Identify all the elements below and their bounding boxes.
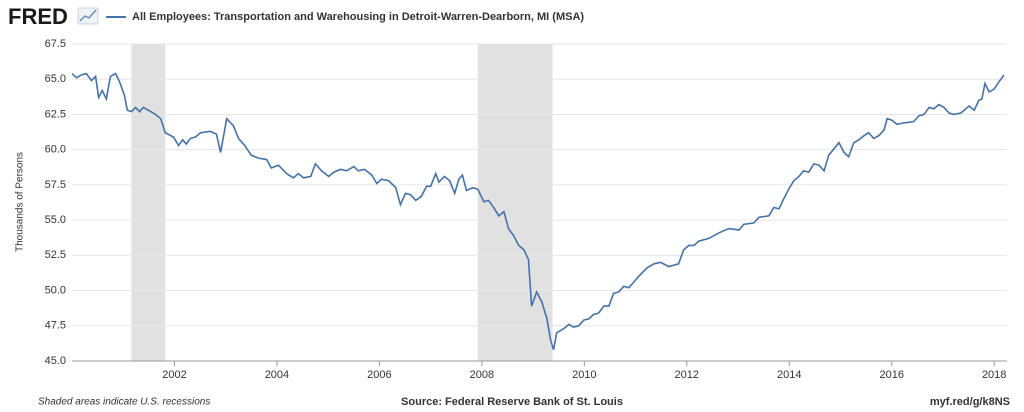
footer-note: Shaded areas indicate U.S. recessions — [38, 397, 210, 408]
recession-band — [477, 44, 553, 361]
series-line — [71, 72, 1005, 350]
logo: FRED — [8, 4, 68, 29]
x-tick-label: 2010 — [572, 369, 596, 381]
y-tick-label: 45.0 — [45, 355, 66, 367]
y-tick-label: 55.0 — [45, 214, 66, 226]
y-tick-label: 65.0 — [45, 73, 66, 85]
x-tick-label: 2016 — [879, 369, 903, 381]
x-tick-label: 2002 — [162, 369, 186, 381]
y-tick-label: 57.5 — [45, 179, 66, 191]
y-tick-label: 67.5 — [45, 38, 66, 50]
y-tick-label: 62.5 — [45, 108, 66, 120]
footer-link: myf.red/g/k8NS — [930, 396, 1010, 408]
x-tick-label: 2006 — [367, 369, 391, 381]
footer-source: Source: Federal Reserve Bank of St. Loui… — [401, 396, 623, 408]
recession-band — [131, 44, 166, 361]
x-tick-label: 2018 — [982, 369, 1006, 381]
y-tick-label: 50.0 — [45, 284, 66, 296]
y-tick-label: 52.5 — [45, 249, 66, 261]
logo-icon — [77, 7, 99, 25]
y-axis-label: Thousands of Persons — [15, 152, 26, 252]
x-tick-label: 2008 — [470, 369, 494, 381]
x-tick-label: 2012 — [675, 369, 699, 381]
x-tick-label: 2014 — [777, 369, 801, 381]
y-tick-label: 60.0 — [45, 144, 66, 156]
x-tick-label: 2004 — [265, 369, 289, 381]
y-tick-label: 47.5 — [45, 320, 66, 332]
legend-label: All Employees: Transportation and Wareho… — [132, 11, 584, 23]
